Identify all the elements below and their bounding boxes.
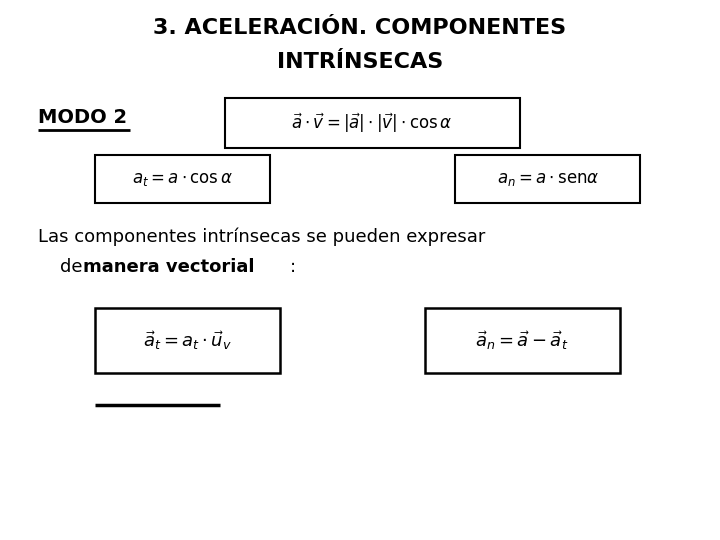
- Text: :: :: [290, 258, 296, 276]
- FancyBboxPatch shape: [425, 308, 620, 373]
- Text: $a_t = a\cdot\cos\alpha$: $a_t = a\cdot\cos\alpha$: [132, 170, 233, 188]
- Text: $a_n = a\cdot\mathrm{sen}\alpha$: $a_n = a\cdot\mathrm{sen}\alpha$: [497, 170, 599, 188]
- FancyBboxPatch shape: [95, 155, 270, 203]
- Text: MODO 2: MODO 2: [38, 108, 127, 127]
- Text: INTRÍNSECAS: INTRÍNSECAS: [277, 52, 443, 72]
- Text: Las componentes intrínsecas se pueden expresar: Las componentes intrínsecas se pueden ex…: [38, 228, 485, 246]
- FancyBboxPatch shape: [455, 155, 640, 203]
- Text: manera vectorial: manera vectorial: [83, 258, 254, 276]
- Text: de: de: [60, 258, 89, 276]
- Text: $\vec{a}_n = \vec{a} - \vec{a}_t$: $\vec{a}_n = \vec{a} - \vec{a}_t$: [475, 329, 569, 353]
- FancyBboxPatch shape: [95, 308, 280, 373]
- FancyBboxPatch shape: [225, 98, 520, 148]
- Text: $\vec{a}\cdot\vec{v}=|\vec{a}|\cdot|\vec{v}|\cdot\cos\alpha$: $\vec{a}\cdot\vec{v}=|\vec{a}|\cdot|\vec…: [291, 111, 453, 135]
- Text: $\vec{a}_t = a_t\cdot\vec{u}_v$: $\vec{a}_t = a_t\cdot\vec{u}_v$: [143, 329, 233, 353]
- Text: 3. ACELERACIÓN. COMPONENTES: 3. ACELERACIÓN. COMPONENTES: [153, 18, 567, 38]
